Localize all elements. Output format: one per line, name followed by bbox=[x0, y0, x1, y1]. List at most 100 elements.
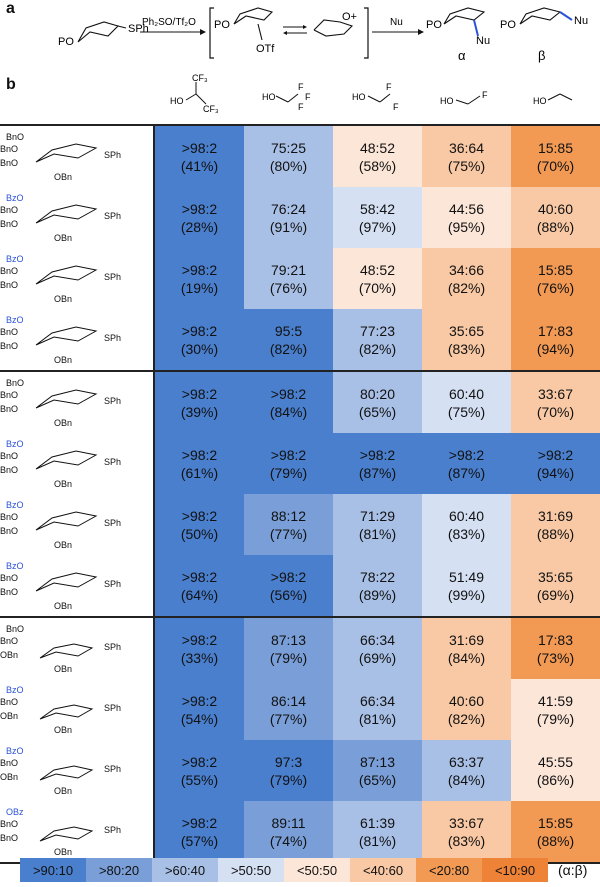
alpha-beta-ratio: 40:60 bbox=[537, 200, 574, 217]
glycosyl-donor-structure: BnO BnO BnO OBn SPh bbox=[0, 372, 155, 433]
substituent-label: SPh bbox=[104, 518, 121, 528]
glycosyl-donor-structure: BzO BnO BnO OBn SPh bbox=[0, 248, 155, 309]
yield-value: (88%) bbox=[536, 218, 575, 235]
yield-value: (64%) bbox=[180, 586, 219, 603]
yield-value: (83%) bbox=[447, 525, 486, 542]
substituent-label: OBn bbox=[54, 786, 72, 796]
selectivity-cell: 79:21 (76%) bbox=[244, 248, 333, 309]
int-po-label: PO bbox=[214, 19, 230, 31]
substituent-label: OBn bbox=[54, 479, 72, 489]
legend-swatch: >50:50 bbox=[218, 858, 284, 882]
substituent-label: SPh bbox=[104, 703, 121, 713]
yield-value: (84%) bbox=[269, 403, 308, 420]
yield-value: (77%) bbox=[269, 525, 308, 542]
yield-value: (70%) bbox=[358, 279, 397, 296]
legend-swatch: >80:20 bbox=[86, 858, 152, 882]
substituent-label: BnO bbox=[0, 512, 18, 522]
selectivity-cell: 58:42 (97%) bbox=[333, 187, 422, 248]
yield-value: (41%) bbox=[180, 157, 219, 174]
yield-value: (89%) bbox=[358, 586, 397, 603]
substituent-label: OBn bbox=[0, 711, 18, 721]
table-row: BzO BnO BnO OBn SPh >98:2 (19%) 79:21 (76%) 48:52… bbox=[0, 248, 600, 309]
alpha-beta-ratio: 58:42 bbox=[359, 200, 396, 217]
triflate-intermediate bbox=[233, 7, 274, 41]
yield-value: (81%) bbox=[358, 525, 397, 542]
selectivity-cell: 34:66 (82%) bbox=[422, 248, 511, 309]
dfe-f2: F bbox=[393, 102, 399, 112]
substituent-label: SPh bbox=[104, 457, 121, 467]
alpha-beta-ratio: >98:2 bbox=[181, 631, 218, 648]
glycosyl-donor-structure: BzO BnO OBn OBn SPh bbox=[0, 740, 155, 801]
substituent-label: BnO bbox=[0, 219, 18, 229]
alpha-beta-ratio: 35:65 bbox=[537, 568, 574, 585]
legend-swatch: <50:50 bbox=[284, 858, 350, 882]
selectivity-cell: 48:52 (58%) bbox=[333, 126, 422, 187]
nucleophile-etoh bbox=[547, 93, 573, 101]
alpha-beta-ratio: >98:2 bbox=[181, 139, 218, 156]
selectivity-cell: 71:29 (81%) bbox=[333, 494, 422, 555]
selectivity-cell: >98:2 (61%) bbox=[155, 433, 244, 494]
tfe-ho: HO bbox=[262, 92, 276, 102]
yield-value: (79%) bbox=[269, 771, 308, 788]
yield-value: (83%) bbox=[447, 832, 486, 849]
alpha-beta-ratio: 15:85 bbox=[537, 139, 574, 156]
dfe-ho: HO bbox=[352, 92, 366, 102]
substituent-label: BnO bbox=[0, 573, 18, 583]
substituent-label: BnO bbox=[6, 132, 24, 142]
pyranose-ring bbox=[35, 511, 98, 531]
selectivity-cell: 36:64 (75%) bbox=[422, 126, 511, 187]
selectivity-cell: >98:2 (33%) bbox=[155, 618, 244, 679]
substituent-label: BnO bbox=[0, 758, 18, 768]
donor-drawing: BzO BnO BnO OBn SPh bbox=[0, 439, 121, 489]
substituent-label: BnO bbox=[6, 624, 24, 634]
glycosyl-donor-structure: BzO BnO BnO OBn SPh bbox=[0, 555, 155, 616]
selectivity-cell: >98:2 (54%) bbox=[155, 679, 244, 740]
substituent-label: BnO bbox=[0, 390, 18, 400]
selectivity-cell: 17:83 (94%) bbox=[511, 309, 600, 370]
benzoyl-group-label: BzO bbox=[6, 439, 24, 449]
substituent-label: OBn bbox=[54, 847, 72, 857]
alpha-product bbox=[443, 7, 486, 25]
selectivity-cell: 66:34 (81%) bbox=[333, 679, 422, 740]
selectivity-cell: 77:23 (82%) bbox=[333, 309, 422, 370]
table-row: BzO BnO BnO OBn SPh >98:2 (30%) 95:5 (82%) 77:23(… bbox=[0, 309, 600, 370]
yield-value: (50%) bbox=[180, 525, 219, 542]
alpha-beta-ratio: 71:29 bbox=[359, 507, 396, 524]
glycosyl-donor-structure: BzO BnO BnO OBn SPh bbox=[0, 494, 155, 555]
alpha-beta-ratio: 51:49 bbox=[448, 568, 485, 585]
substituent-label: SPh bbox=[104, 642, 121, 652]
selectivity-cell: >98:2 (55%) bbox=[155, 740, 244, 801]
yield-value: (88%) bbox=[536, 832, 575, 849]
selectivity-cell: 17:83 (73%) bbox=[511, 618, 600, 679]
yield-value: (77%) bbox=[269, 710, 308, 727]
glycosyl-donor-structure: BzO BnO BnO OBn SPh bbox=[0, 187, 155, 248]
glycosyl-donor-structure: BnO BnO BnO OBn SPh bbox=[0, 126, 155, 187]
selectivity-cell: 40:60 (88%) bbox=[511, 187, 600, 248]
benzoyl-group-label: BzO bbox=[6, 193, 24, 203]
selectivity-cell: >98:2 (30%) bbox=[155, 309, 244, 370]
yield-value: (30%) bbox=[180, 340, 219, 357]
selectivity-cell: 63:37 (84%) bbox=[422, 740, 511, 801]
pyranose-ring bbox=[35, 450, 98, 470]
hfip-cf3-bottom: CF₃ bbox=[203, 104, 219, 114]
alpha-beta-ratio: 44:56 bbox=[448, 200, 485, 217]
activator-reagents: Ph₂SO/Tf₂O bbox=[142, 17, 196, 28]
selectivity-cell: 35:65 (69%) bbox=[511, 555, 600, 616]
substituent-label: SPh bbox=[104, 579, 121, 589]
yield-value: (39%) bbox=[180, 403, 219, 420]
yield-value: (61%) bbox=[180, 464, 219, 481]
selectivity-cell: 87:13 (79%) bbox=[244, 618, 333, 679]
selectivity-cell: 87:13 (65%) bbox=[333, 740, 422, 801]
yield-value: (76%) bbox=[536, 279, 575, 296]
yield-value: (76%) bbox=[269, 279, 308, 296]
substituent-label: OBn bbox=[54, 355, 72, 365]
donor-block: BnO BnO BnO OBn SPh >98:2 (41%) 75:25 (80%) 48:52… bbox=[0, 124, 600, 370]
yield-value: (65%) bbox=[358, 403, 397, 420]
yield-value: (95%) bbox=[447, 218, 486, 235]
donor-drawing: BnO BnO BnO OBn SPh bbox=[0, 378, 121, 428]
alpha-beta-ratio: >98:2 bbox=[181, 814, 218, 831]
substituent-label: SPh bbox=[104, 150, 121, 160]
yield-value: (84%) bbox=[447, 771, 486, 788]
reaction-scheme: PO SPh Ph₂SO/Tf₂O PO OTf O+ Nu PO Nu α P… bbox=[58, 7, 588, 63]
alpha-beta-ratio: 48:52 bbox=[359, 261, 396, 278]
